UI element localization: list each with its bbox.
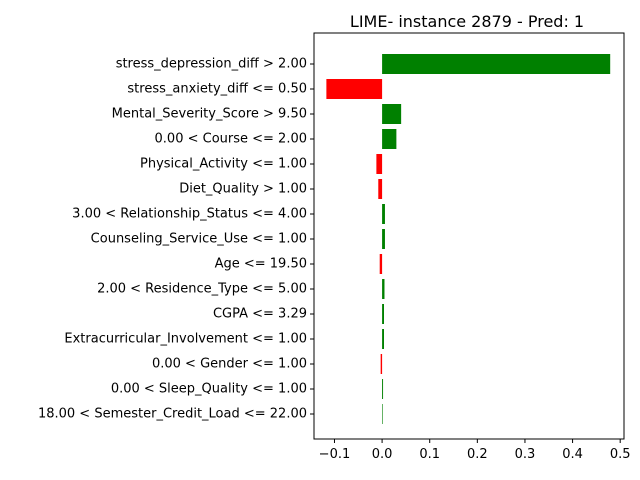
bar-11 bbox=[382, 329, 384, 349]
x-ticks: −0.1 0.0 0.1 0.2 0.3 0.4 0.5 bbox=[319, 439, 631, 462]
x-tick-label-4: 0.3 bbox=[515, 447, 536, 462]
y-tick-label-13: 0.00 < Sleep_Quality <= 1.00 bbox=[111, 382, 307, 397]
y-tick-label-5: Diet_Quality > 1.00 bbox=[179, 182, 307, 197]
bar-8 bbox=[379, 254, 383, 274]
bar-14 bbox=[382, 404, 383, 424]
y-tick-label-11: Extracurricular_Involvement <= 1.00 bbox=[64, 332, 307, 347]
bar-1 bbox=[326, 79, 383, 99]
y-tick-label-1: stress_anxiety_diff <= 0.50 bbox=[127, 82, 307, 97]
bars-group bbox=[326, 54, 611, 424]
bar-5 bbox=[378, 179, 383, 199]
x-tick-label-2: 0.1 bbox=[419, 447, 440, 462]
x-tick-label-5: 0.4 bbox=[562, 447, 583, 462]
y-tick-label-8: Age <= 19.50 bbox=[215, 257, 307, 272]
y-tick-label-7: Counseling_Service_Use <= 1.00 bbox=[91, 232, 307, 247]
bar-4 bbox=[376, 154, 383, 174]
bar-2 bbox=[382, 104, 402, 124]
x-tick-label-6: 0.5 bbox=[610, 447, 631, 462]
y-tick-label-4: Physical_Activity <= 1.00 bbox=[140, 157, 307, 172]
y-tick-label-3: 0.00 < Course <= 2.00 bbox=[155, 132, 307, 147]
y-tick-label-9: 2.00 < Residence_Type <= 5.00 bbox=[97, 282, 307, 297]
chart-title: LIME- instance 2879 - Pred: 1 bbox=[350, 12, 584, 31]
x-tick-label-0: −0.1 bbox=[319, 447, 351, 462]
bar-9 bbox=[382, 279, 385, 299]
bar-6 bbox=[382, 204, 385, 224]
y-tick-label-10: CGPA <= 3.29 bbox=[213, 307, 307, 322]
bar-12 bbox=[380, 354, 383, 374]
bar-13 bbox=[382, 379, 384, 399]
x-tick-label-3: 0.2 bbox=[467, 447, 488, 462]
y-tick-label-14: 18.00 < Semester_Credit_Load <= 22.00 bbox=[38, 407, 307, 422]
y-tick-label-0: stress_depression_diff > 2.00 bbox=[116, 57, 307, 72]
x-tick-label-1: 0.0 bbox=[372, 447, 393, 462]
y-tick-label-12: 0.00 < Gender <= 1.00 bbox=[152, 357, 307, 372]
bar-0 bbox=[382, 54, 611, 74]
bar-7 bbox=[382, 229, 385, 249]
y-tick-labels: stress_depression_diff > 2.00 stress_anxi… bbox=[38, 57, 314, 422]
bar-3 bbox=[382, 129, 397, 149]
y-tick-label-6: 3.00 < Relationship_Status <= 4.00 bbox=[72, 207, 307, 222]
bar-10 bbox=[382, 304, 384, 324]
y-tick-label-2: Mental_Severity_Score > 9.50 bbox=[112, 107, 307, 122]
plot-frame bbox=[313, 32, 625, 440]
